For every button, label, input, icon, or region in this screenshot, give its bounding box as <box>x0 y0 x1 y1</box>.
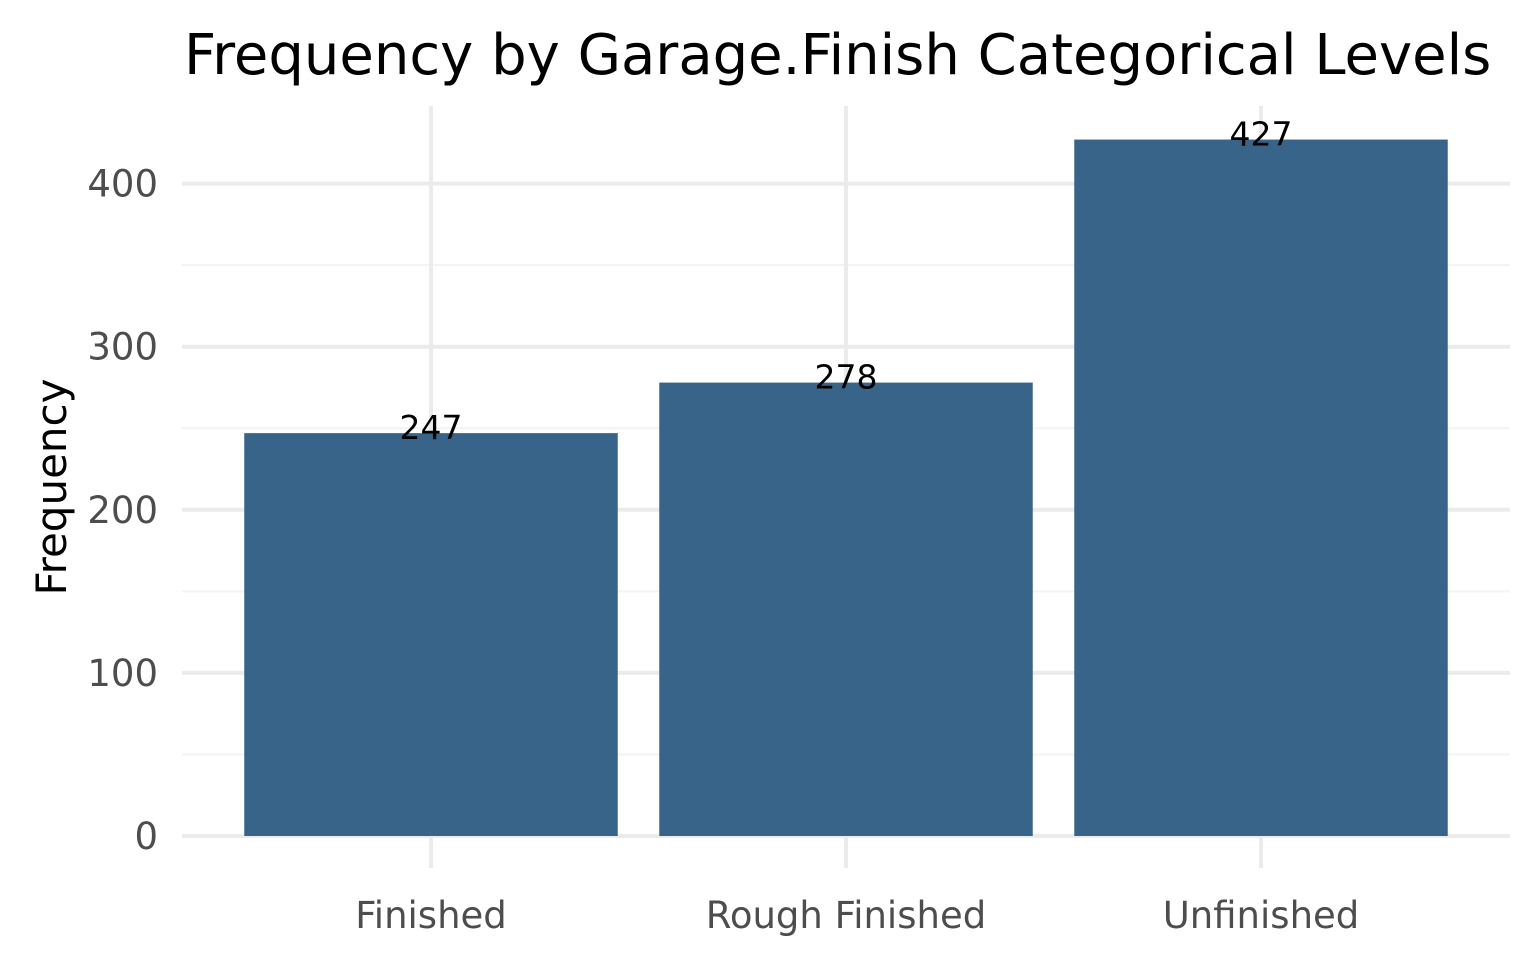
data-label: 427 <box>1230 115 1293 154</box>
y-tick-label: 0 <box>134 815 158 858</box>
x-tick-label: Rough Finished <box>706 894 986 937</box>
bar <box>659 382 1033 836</box>
y-tick-label: 400 <box>87 163 158 206</box>
y-tick-label: 100 <box>87 652 158 695</box>
y-axis-title: Frequency <box>27 379 76 596</box>
y-tick-label: 200 <box>87 489 158 532</box>
data-label: 278 <box>815 358 878 397</box>
x-tick-label: Unfinished <box>1163 894 1360 937</box>
data-labels: 247 278 427 <box>400 115 1293 448</box>
bar <box>1074 139 1448 837</box>
y-axis-ticks: 0 100 200 300 400 <box>87 163 158 858</box>
x-axis-ticks: Finished Rough Finished Unfinished <box>355 894 1359 937</box>
y-tick-label: 300 <box>87 326 158 369</box>
chart-title: Frequency by Garage.Finish Categorical L… <box>184 23 1491 88</box>
x-tick-label: Finished <box>355 894 507 937</box>
bar <box>244 433 618 836</box>
data-label: 247 <box>400 408 463 447</box>
bars <box>244 139 1448 837</box>
